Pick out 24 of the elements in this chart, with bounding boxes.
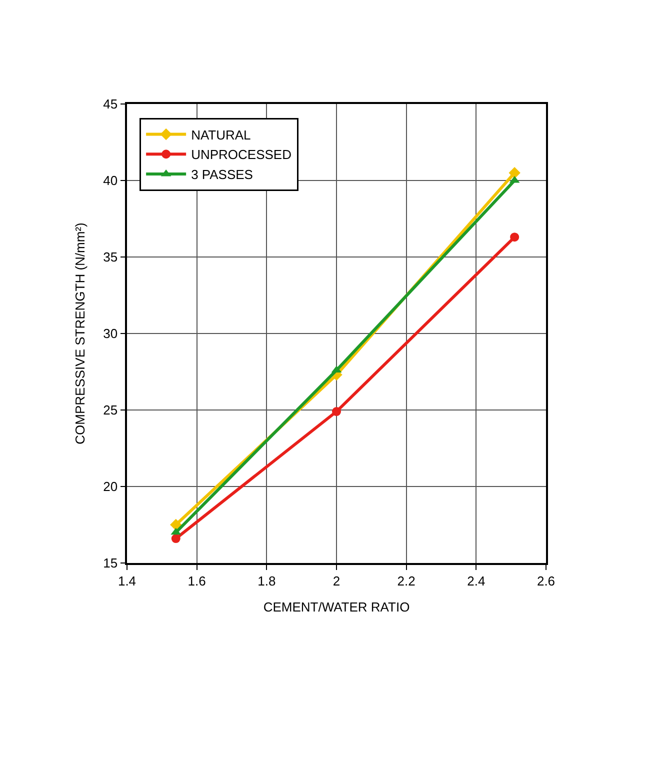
point (332, 407, 341, 416)
x-tick-label: 2.4 (467, 573, 486, 588)
y-tick-label: 40 (103, 173, 118, 188)
x-tick-label: 2.6 (536, 573, 556, 588)
x-axis-title: CEMENT/WATER RATIO (263, 599, 410, 614)
x-tick-label: 1.8 (258, 573, 276, 588)
point (170, 518, 182, 531)
x-tick-label: 2 (332, 573, 340, 588)
legend-label: UNPROCESSED (191, 147, 292, 162)
x-tick-label: 1.4 (118, 573, 136, 588)
y-tick-label: 45 (103, 96, 118, 112)
y-axis-title: COMPRESSIVE STRENGTH (N/mm²) (72, 222, 88, 444)
x-tick-label: 1.6 (188, 573, 206, 588)
point (171, 534, 180, 544)
point (510, 232, 520, 242)
y-tick-label: 35 (103, 250, 118, 265)
x-tick-label: 2.2 (397, 573, 416, 588)
y-tick-label: 15 (103, 556, 118, 571)
y-tick-label: 20 (103, 479, 118, 494)
legend-label: NATURAL (191, 127, 251, 142)
y-tick-label: 25 (103, 402, 118, 418)
y-tick-label: 30 (103, 326, 118, 342)
point (508, 167, 520, 179)
legend-label: 3 PASSES (191, 167, 254, 182)
